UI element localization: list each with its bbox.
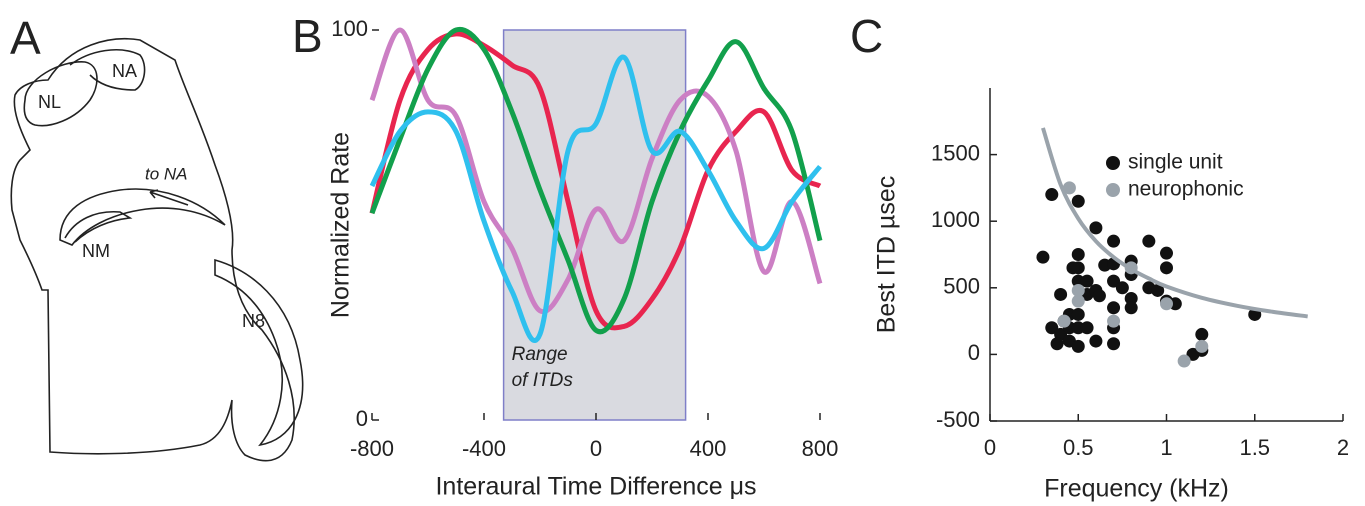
data-point: [1124, 291, 1138, 305]
legend-label: single unit: [1128, 151, 1223, 174]
data-point: [1115, 281, 1129, 295]
data-point: [1089, 334, 1103, 348]
legend-label: neurophonic: [1128, 178, 1244, 201]
data-point: [1071, 294, 1085, 308]
y-tick-label: 100: [331, 16, 368, 41]
legend-marker: [1106, 183, 1120, 197]
x-tick-label: -400: [462, 436, 506, 461]
data-point: [1066, 261, 1080, 275]
data-point: [1080, 274, 1094, 288]
data-point: [1107, 301, 1121, 315]
x-tick-label: 400: [690, 436, 727, 461]
y-axis-title: Best ITD µsec: [873, 176, 901, 334]
x-tick-label: 2: [1337, 435, 1349, 460]
region-label: to NA: [145, 164, 188, 183]
data-point: [1160, 246, 1173, 260]
data-point: [1089, 221, 1103, 235]
data-point: [1050, 337, 1064, 351]
na-outline: [69, 49, 146, 91]
data-point: [1062, 181, 1076, 195]
data-point: [1195, 339, 1209, 353]
data-point: [1045, 321, 1059, 335]
x-axis-title: Interaural Time Difference μs: [435, 473, 756, 501]
data-point: [1036, 250, 1050, 264]
y-tick-label: 0: [356, 406, 368, 431]
data-point: [1142, 234, 1156, 248]
x-tick-label: 800: [802, 436, 839, 461]
range-label: of ITDs: [512, 370, 574, 391]
data-point: [1045, 188, 1059, 202]
arrow: [149, 189, 189, 206]
region-label: NL: [38, 92, 61, 112]
panel-letter: C: [850, 10, 883, 62]
x-tick-label: 0.5: [1063, 435, 1094, 460]
y-tick-label: -500: [936, 407, 980, 432]
data-point: [1151, 283, 1165, 297]
y-axis-title: Normalized Rate: [327, 132, 355, 318]
data-point: [1124, 301, 1138, 315]
data-point: [1107, 314, 1121, 328]
nm-outline: [59, 188, 226, 246]
n8-outline: [214, 258, 304, 447]
data-point: [1107, 274, 1121, 288]
legend-marker: [1106, 156, 1120, 170]
panel-letter: A: [10, 12, 41, 64]
y-tick-label: 0: [968, 340, 980, 365]
x-tick-label: -800: [350, 436, 394, 461]
nm-inner: [64, 210, 133, 243]
data-point: [1071, 248, 1085, 261]
y-tick-label: 500: [943, 274, 980, 299]
data-point: [1160, 261, 1173, 275]
anatomy-drawing: [10, 38, 304, 462]
data-point: [1160, 297, 1173, 311]
nl-outline: [23, 61, 98, 127]
itd-range: [502, 29, 687, 421]
region-label: NM: [82, 241, 110, 261]
fit-curve: [1041, 127, 1308, 319]
y-tick-label: 1500: [931, 140, 980, 165]
x-tick-label: 0: [984, 435, 996, 460]
x-axis-title: Frequency (kHz): [1044, 475, 1229, 503]
data-point: [1071, 283, 1085, 297]
panel-letter: B: [292, 10, 323, 62]
data-point: [1177, 354, 1191, 368]
data-point: [1054, 287, 1068, 301]
data-point: [1080, 321, 1094, 335]
data-point: [1071, 194, 1085, 208]
x-tick-label: 1.5: [1239, 435, 1270, 460]
rate-curve: [369, 26, 823, 335]
data-point: [1071, 339, 1085, 353]
data-point: [1107, 337, 1121, 351]
range-label: Range: [512, 344, 568, 365]
data-point: [1057, 314, 1071, 328]
rate-curve: [369, 27, 823, 315]
brainstem-outline: [10, 38, 295, 462]
data-point: [1071, 307, 1085, 321]
data-point: [1092, 289, 1106, 303]
region-label: NA: [112, 61, 137, 81]
x-tick-label: 1: [1160, 435, 1172, 460]
rate-curve: [369, 54, 822, 344]
data-point: [1195, 327, 1209, 341]
region-label: N8: [242, 311, 265, 331]
data-point: [1107, 234, 1121, 248]
x-tick-label: 0: [590, 436, 602, 461]
y-tick-label: 1000: [931, 207, 980, 232]
